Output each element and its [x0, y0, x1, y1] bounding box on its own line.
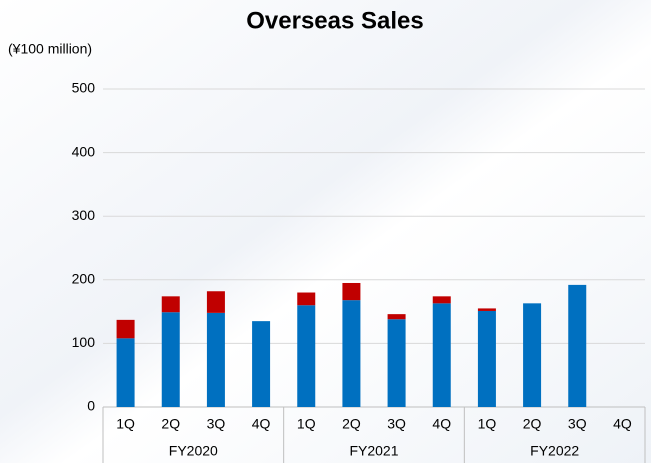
bar-segment: [477, 310, 496, 407]
y-tick-label: 400: [72, 143, 96, 159]
y-tick-label: 0: [87, 398, 95, 414]
x-tick-label: 1Q: [478, 416, 497, 432]
x-tick-label: 2Q: [523, 416, 542, 432]
x-tick-label: 1Q: [297, 416, 316, 432]
y-tick-label: 500: [72, 80, 96, 96]
bar-segment: [206, 312, 225, 407]
bar-segment: [477, 308, 496, 311]
group-label: FY2020: [169, 443, 218, 459]
group-label: FY2022: [530, 443, 579, 459]
y-tick-label: 200: [72, 271, 96, 287]
x-tick-label: 3Q: [387, 416, 406, 432]
x-tick-label: 4Q: [613, 416, 632, 432]
bar-segment: [342, 282, 361, 301]
bar-segment: [252, 321, 271, 407]
y-tick-label: 300: [72, 207, 96, 223]
x-tick-label: 3Q: [207, 416, 226, 432]
x-tick-label: 2Q: [161, 416, 180, 432]
bar-segment: [116, 319, 135, 339]
bar-segment: [523, 303, 542, 407]
bar-segment: [387, 319, 406, 407]
x-tick-label: 2Q: [342, 416, 361, 432]
bar-segment: [161, 312, 180, 407]
y-axis-label: (¥100 million): [8, 41, 92, 57]
bar-segment: [432, 296, 451, 304]
x-tick-label: 4Q: [432, 416, 451, 432]
bar-segment: [297, 305, 316, 407]
bar-segment: [342, 300, 361, 407]
bar-segment: [432, 303, 451, 407]
chart-title: Overseas Sales: [246, 7, 423, 34]
x-tick-label: 1Q: [116, 416, 135, 432]
bar-segment: [206, 291, 225, 313]
bar-segment: [387, 314, 406, 320]
y-tick-label: 100: [72, 334, 96, 350]
bar-segment: [161, 296, 180, 313]
bar-segment: [116, 338, 135, 407]
bar-segment: [297, 292, 316, 306]
x-tick-label: 3Q: [568, 416, 587, 432]
bar-segment: [568, 284, 587, 407]
group-label: FY2021: [349, 443, 398, 459]
x-tick-label: 4Q: [252, 416, 271, 432]
